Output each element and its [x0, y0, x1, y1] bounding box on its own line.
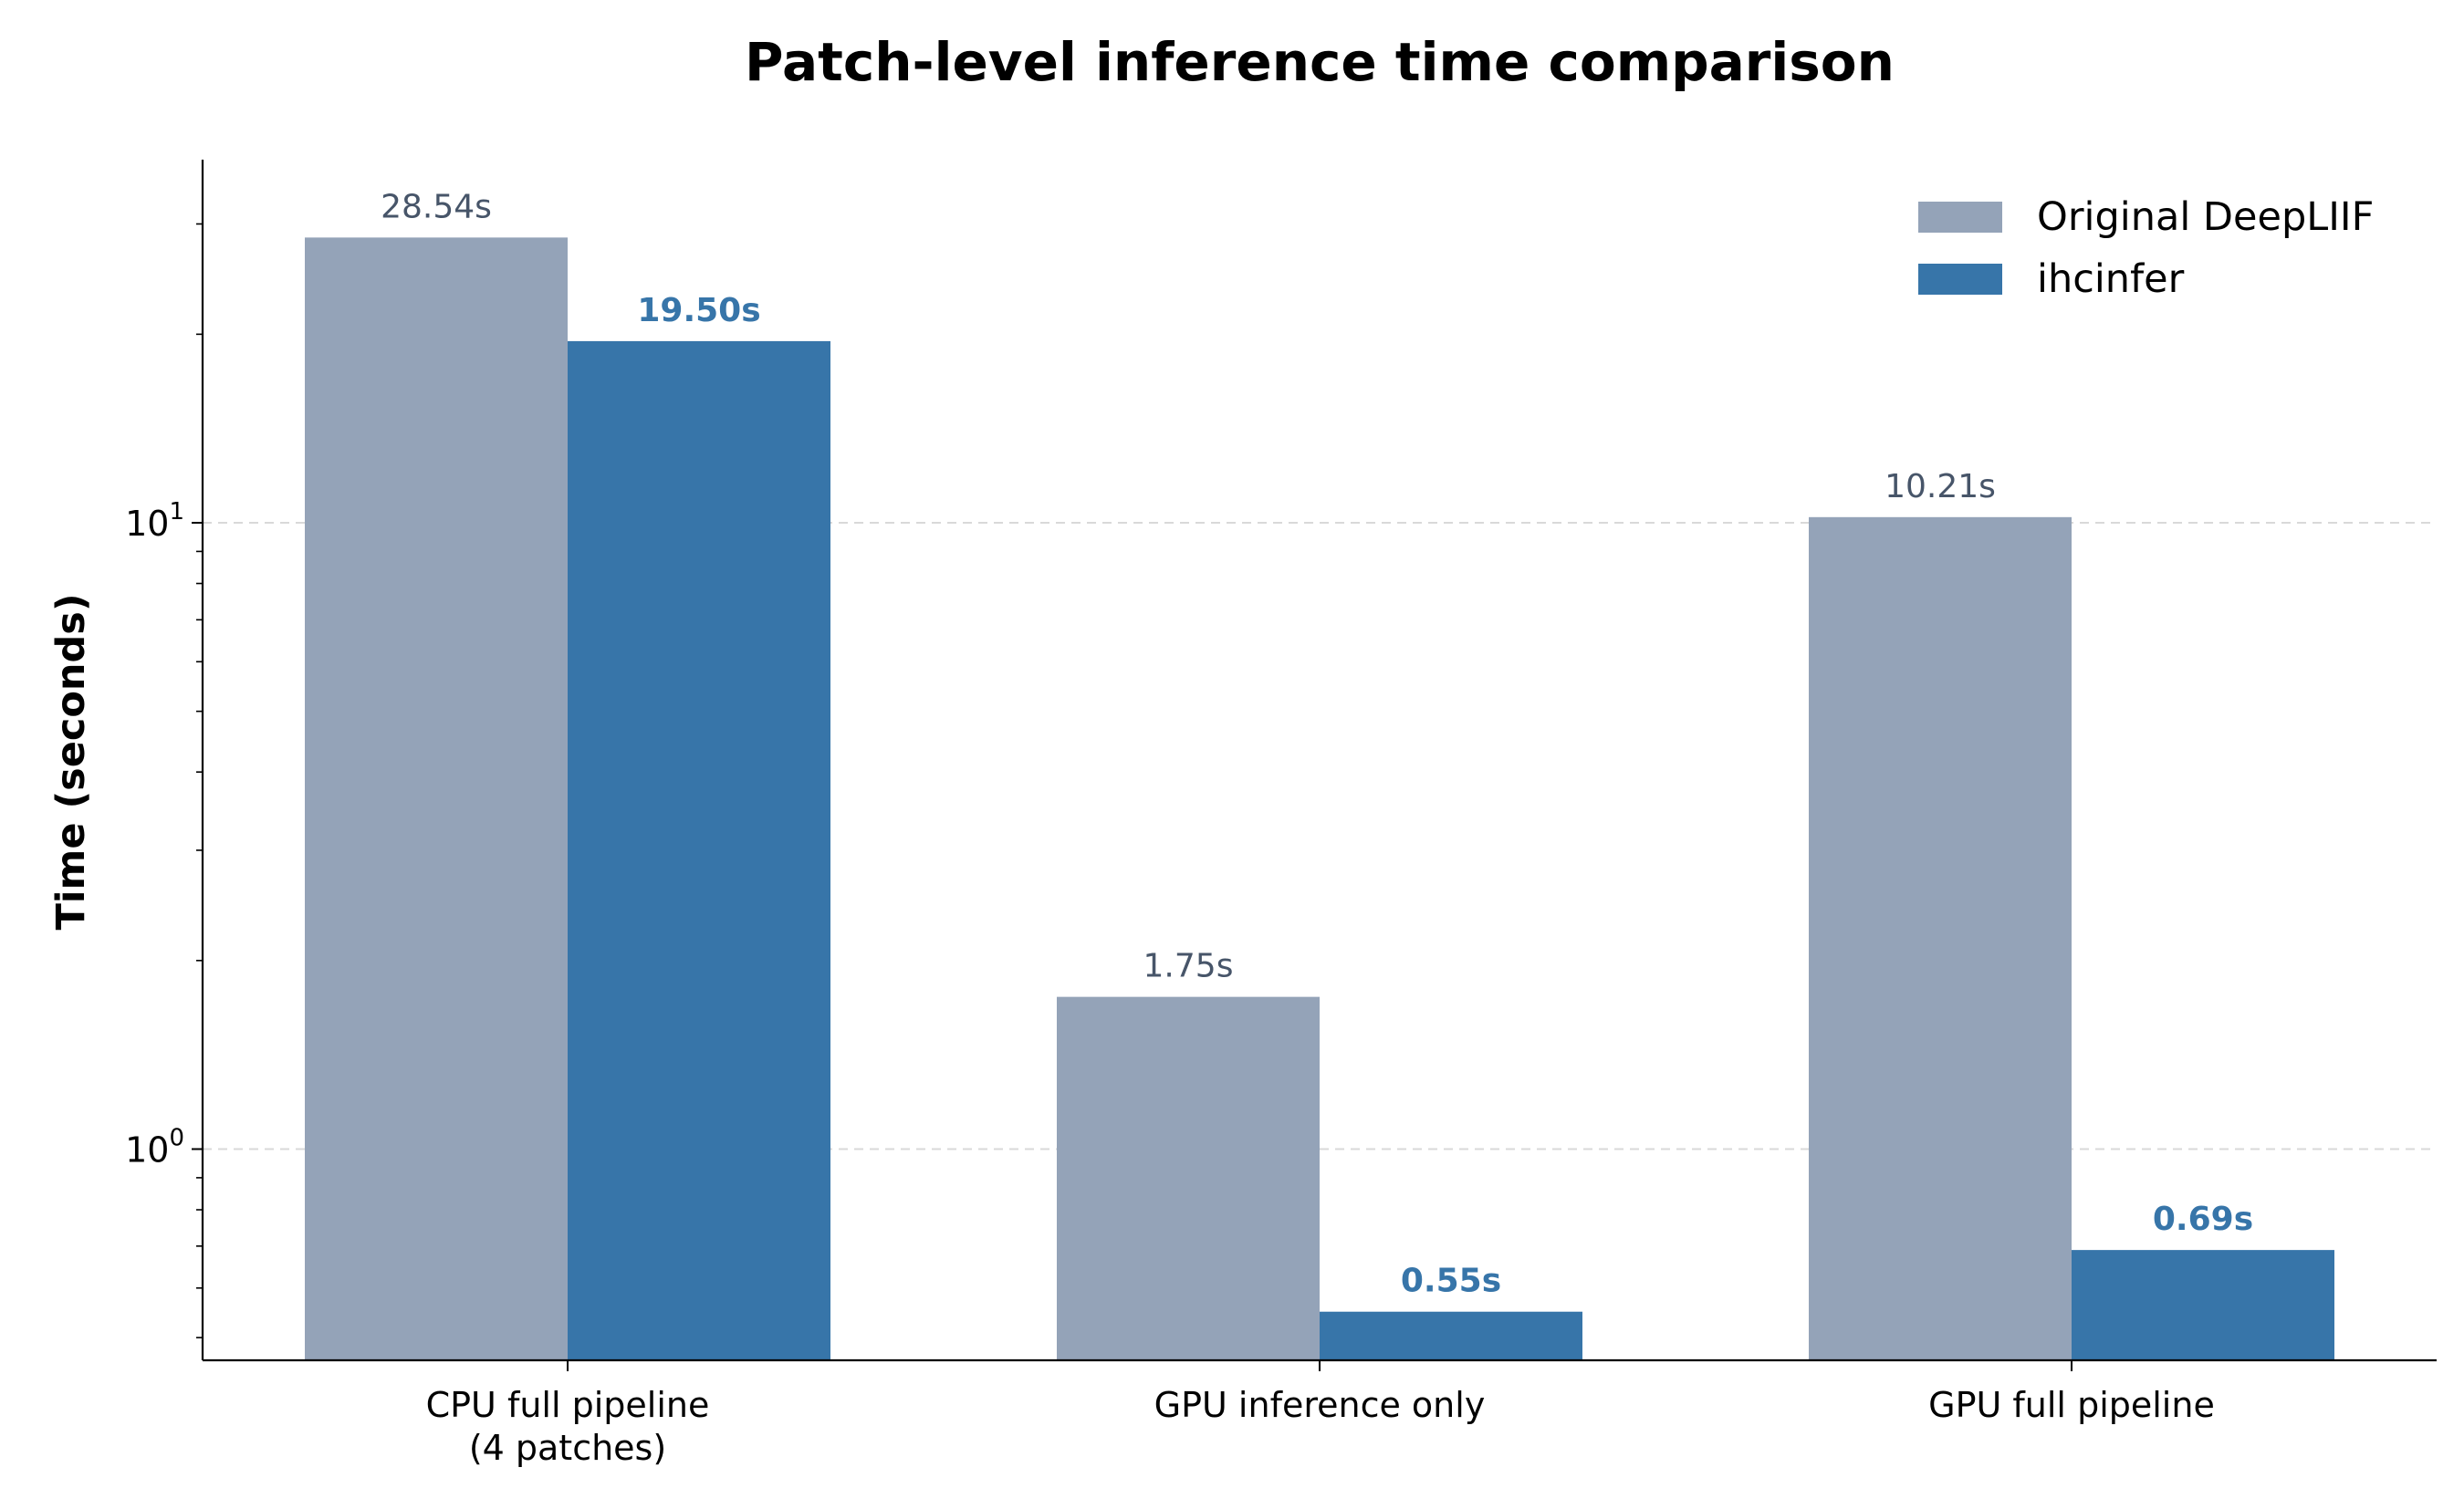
data-label: 28.54s — [381, 188, 492, 225]
y-tick-label: 101 — [125, 498, 184, 544]
bar — [305, 237, 568, 1360]
data-label: 19.50s — [637, 292, 760, 329]
x-tick-label: GPU full pipeline — [1928, 1385, 2215, 1425]
bar — [1809, 516, 2072, 1360]
legend-label: ihcinfer — [2037, 256, 2185, 302]
x-tick-label: CPU full pipeline (4 patches) — [426, 1385, 710, 1468]
x-tick-label: GPU inference only — [1154, 1385, 1486, 1425]
bar — [568, 340, 830, 1360]
legend: Original DeepLIIF ihcinfer — [1918, 194, 2374, 302]
data-label: 0.69s — [2153, 1201, 2253, 1238]
bar — [2072, 1250, 2334, 1360]
y-tick-label: 100 — [125, 1124, 184, 1170]
labels-layer: 100 101 28.54s 1.75s 10.21s 19.50s 0.55s 0.69s C… — [125, 188, 2253, 1468]
legend-swatch — [1918, 264, 2002, 295]
bar — [1320, 1311, 1582, 1360]
chart-title: Patch-level inference time comparison — [745, 31, 1895, 93]
bar — [1057, 996, 1320, 1360]
ticks-layer — [192, 223, 2072, 1371]
legend-swatch — [1918, 202, 2002, 233]
y-axis-label: Time (seconds) — [48, 593, 94, 930]
data-label: 0.55s — [1401, 1263, 1501, 1300]
bars-layer — [305, 237, 2334, 1360]
legend-label: Original DeepLIIF — [2037, 194, 2374, 240]
data-label: 10.21s — [1885, 468, 1996, 505]
data-label: 1.75s — [1143, 948, 1234, 985]
